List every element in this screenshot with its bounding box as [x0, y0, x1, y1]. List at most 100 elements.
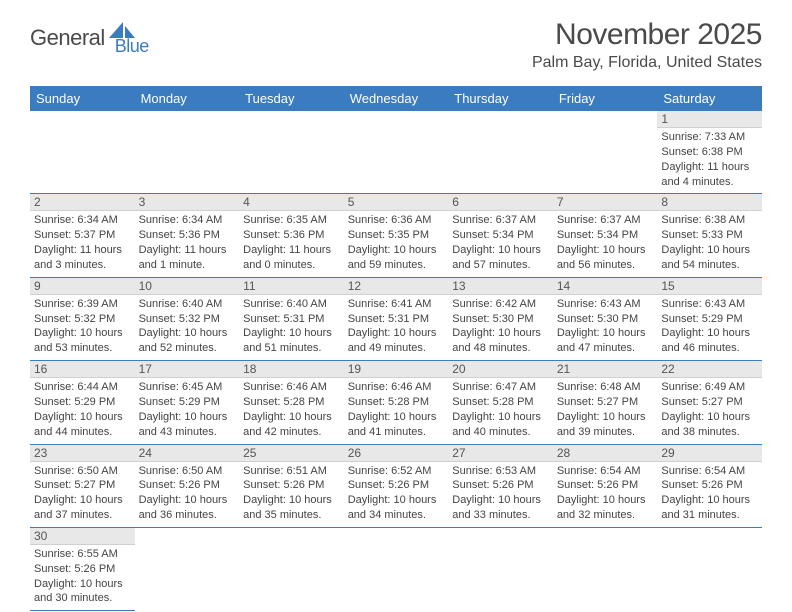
sunrise-text: Sunrise: 6:43 AM [557, 297, 654, 312]
calendar-row: 23Sunrise: 6:50 AMSunset: 5:27 PMDayligh… [30, 444, 762, 527]
calendar-cell: 13Sunrise: 6:42 AMSunset: 5:30 PMDayligh… [448, 277, 553, 360]
day-number: 4 [239, 194, 344, 211]
calendar-cell: 21Sunrise: 6:48 AMSunset: 5:27 PMDayligh… [553, 361, 658, 444]
day-content: Sunrise: 6:36 AMSunset: 5:35 PMDaylight:… [344, 211, 449, 276]
day-number: 12 [344, 278, 449, 295]
calendar-cell: 29Sunrise: 6:54 AMSunset: 5:26 PMDayligh… [657, 444, 762, 527]
daylight-text: Daylight: 11 hours and 1 minute. [139, 243, 236, 273]
calendar-cell: 4Sunrise: 6:35 AMSunset: 5:36 PMDaylight… [239, 194, 344, 277]
day-number: 22 [657, 361, 762, 378]
sunset-text: Sunset: 5:28 PM [348, 395, 445, 410]
day-number: 3 [135, 194, 240, 211]
calendar-cell: 8Sunrise: 6:38 AMSunset: 5:33 PMDaylight… [657, 194, 762, 277]
calendar-cell: 1Sunrise: 7:33 AMSunset: 6:38 PMDaylight… [657, 111, 762, 194]
day-content: Sunrise: 6:37 AMSunset: 5:34 PMDaylight:… [553, 211, 658, 276]
day-number: 18 [239, 361, 344, 378]
day-number: 26 [344, 445, 449, 462]
calendar-cell [553, 527, 658, 610]
day-content: Sunrise: 6:43 AMSunset: 5:29 PMDaylight:… [657, 295, 762, 360]
day-content: Sunrise: 6:38 AMSunset: 5:33 PMDaylight:… [657, 211, 762, 276]
calendar-cell: 28Sunrise: 6:54 AMSunset: 5:26 PMDayligh… [553, 444, 658, 527]
sunset-text: Sunset: 5:26 PM [661, 478, 758, 493]
sunrise-text: Sunrise: 6:50 AM [139, 464, 236, 479]
calendar-table: Sunday Monday Tuesday Wednesday Thursday… [30, 86, 762, 611]
daylight-text: Daylight: 10 hours and 44 minutes. [34, 410, 131, 440]
sunset-text: Sunset: 5:26 PM [243, 478, 340, 493]
day-content: Sunrise: 6:44 AMSunset: 5:29 PMDaylight:… [30, 378, 135, 443]
daylight-text: Daylight: 10 hours and 53 minutes. [34, 326, 131, 356]
sunrise-text: Sunrise: 6:48 AM [557, 380, 654, 395]
sunset-text: Sunset: 5:34 PM [557, 228, 654, 243]
sunrise-text: Sunrise: 6:45 AM [139, 380, 236, 395]
calendar-cell [135, 111, 240, 194]
header: General Blue November 2025 Palm Bay, Flo… [0, 0, 792, 80]
day-content: Sunrise: 6:35 AMSunset: 5:36 PMDaylight:… [239, 211, 344, 276]
sunrise-text: Sunrise: 6:46 AM [348, 380, 445, 395]
sunrise-text: Sunrise: 6:37 AM [452, 213, 549, 228]
sunset-text: Sunset: 5:30 PM [452, 312, 549, 327]
daylight-text: Daylight: 10 hours and 57 minutes. [452, 243, 549, 273]
daylight-text: Daylight: 10 hours and 42 minutes. [243, 410, 340, 440]
calendar-cell: 26Sunrise: 6:52 AMSunset: 5:26 PMDayligh… [344, 444, 449, 527]
day-content: Sunrise: 6:34 AMSunset: 5:37 PMDaylight:… [30, 211, 135, 276]
weekday-header: Wednesday [344, 86, 449, 111]
daylight-text: Daylight: 10 hours and 33 minutes. [452, 493, 549, 523]
calendar-cell [657, 527, 762, 610]
day-content: Sunrise: 6:39 AMSunset: 5:32 PMDaylight:… [30, 295, 135, 360]
sunset-text: Sunset: 5:29 PM [34, 395, 131, 410]
calendar-cell: 22Sunrise: 6:49 AMSunset: 5:27 PMDayligh… [657, 361, 762, 444]
day-number: 16 [30, 361, 135, 378]
day-number: 7 [553, 194, 658, 211]
sunset-text: Sunset: 5:29 PM [661, 312, 758, 327]
calendar-cell: 20Sunrise: 6:47 AMSunset: 5:28 PMDayligh… [448, 361, 553, 444]
weekday-header: Saturday [657, 86, 762, 111]
sunset-text: Sunset: 5:29 PM [139, 395, 236, 410]
day-content: Sunrise: 6:42 AMSunset: 5:30 PMDaylight:… [448, 295, 553, 360]
sunrise-text: Sunrise: 6:50 AM [34, 464, 131, 479]
daylight-text: Daylight: 10 hours and 46 minutes. [661, 326, 758, 356]
day-number: 15 [657, 278, 762, 295]
daylight-text: Daylight: 10 hours and 43 minutes. [139, 410, 236, 440]
sunrise-text: Sunrise: 6:38 AM [661, 213, 758, 228]
day-number: 25 [239, 445, 344, 462]
logo: General Blue [30, 18, 149, 57]
daylight-text: Daylight: 10 hours and 51 minutes. [243, 326, 340, 356]
daylight-text: Daylight: 11 hours and 3 minutes. [34, 243, 131, 273]
calendar-cell: 12Sunrise: 6:41 AMSunset: 5:31 PMDayligh… [344, 277, 449, 360]
day-number: 20 [448, 361, 553, 378]
sunrise-text: Sunrise: 6:54 AM [557, 464, 654, 479]
sunrise-text: Sunrise: 6:36 AM [348, 213, 445, 228]
sunrise-text: Sunrise: 6:35 AM [243, 213, 340, 228]
day-content: Sunrise: 6:34 AMSunset: 5:36 PMDaylight:… [135, 211, 240, 276]
calendar-row: 9Sunrise: 6:39 AMSunset: 5:32 PMDaylight… [30, 277, 762, 360]
sunset-text: Sunset: 5:26 PM [139, 478, 236, 493]
sunrise-text: Sunrise: 6:53 AM [452, 464, 549, 479]
daylight-text: Daylight: 10 hours and 30 minutes. [34, 577, 131, 607]
daylight-text: Daylight: 10 hours and 36 minutes. [139, 493, 236, 523]
daylight-text: Daylight: 10 hours and 54 minutes. [661, 243, 758, 273]
day-number: 1 [657, 111, 762, 128]
daylight-text: Daylight: 10 hours and 41 minutes. [348, 410, 445, 440]
day-content: Sunrise: 6:45 AMSunset: 5:29 PMDaylight:… [135, 378, 240, 443]
daylight-text: Daylight: 10 hours and 31 minutes. [661, 493, 758, 523]
calendar-cell: 27Sunrise: 6:53 AMSunset: 5:26 PMDayligh… [448, 444, 553, 527]
calendar-cell [448, 111, 553, 194]
sunrise-text: Sunrise: 7:33 AM [661, 130, 758, 145]
day-content: Sunrise: 6:51 AMSunset: 5:26 PMDaylight:… [239, 462, 344, 527]
sunrise-text: Sunrise: 6:39 AM [34, 297, 131, 312]
daylight-text: Daylight: 10 hours and 35 minutes. [243, 493, 340, 523]
calendar-cell: 3Sunrise: 6:34 AMSunset: 5:36 PMDaylight… [135, 194, 240, 277]
sunset-text: Sunset: 5:34 PM [452, 228, 549, 243]
calendar-cell: 11Sunrise: 6:40 AMSunset: 5:31 PMDayligh… [239, 277, 344, 360]
sunrise-text: Sunrise: 6:42 AM [452, 297, 549, 312]
day-content: Sunrise: 6:37 AMSunset: 5:34 PMDaylight:… [448, 211, 553, 276]
sunrise-text: Sunrise: 6:43 AM [661, 297, 758, 312]
calendar-cell: 2Sunrise: 6:34 AMSunset: 5:37 PMDaylight… [30, 194, 135, 277]
day-number: 19 [344, 361, 449, 378]
sunrise-text: Sunrise: 6:34 AM [139, 213, 236, 228]
location-text: Palm Bay, Florida, United States [532, 54, 762, 72]
daylight-text: Daylight: 10 hours and 48 minutes. [452, 326, 549, 356]
day-content: Sunrise: 6:54 AMSunset: 5:26 PMDaylight:… [553, 462, 658, 527]
sunrise-text: Sunrise: 6:54 AM [661, 464, 758, 479]
weekday-header: Tuesday [239, 86, 344, 111]
